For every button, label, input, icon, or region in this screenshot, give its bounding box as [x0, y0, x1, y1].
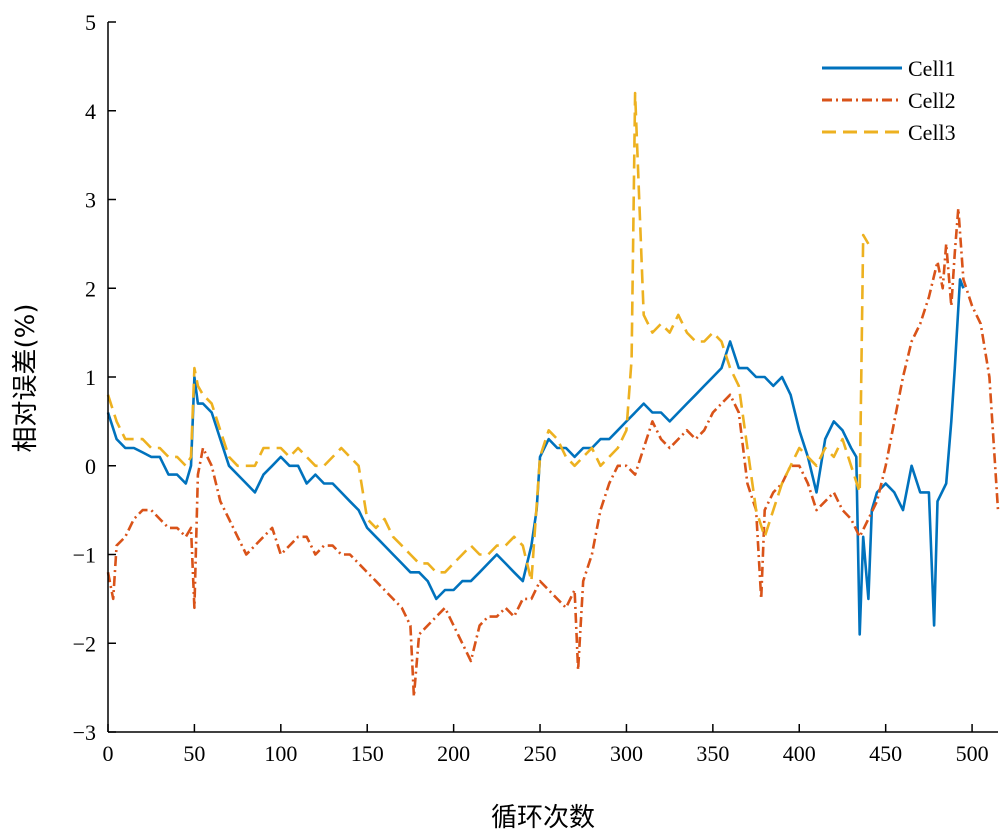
y-tick-label: 2	[85, 276, 96, 301]
x-tick-label: 150	[351, 741, 384, 766]
x-tick-label: 50	[183, 741, 205, 766]
legend-label-cell1: Cell1	[908, 56, 956, 81]
x-tick-label: 400	[783, 741, 816, 766]
y-tick-label: −2	[73, 631, 96, 656]
legend-label-cell2: Cell2	[908, 88, 956, 113]
x-tick-label: 0	[103, 741, 114, 766]
x-tick-label: 250	[524, 741, 557, 766]
x-axis-title: 循环次数	[491, 803, 595, 833]
y-tick-label: −1	[73, 543, 96, 568]
series-line-cell3	[106, 91, 870, 583]
y-tick-label: 1	[85, 365, 96, 390]
ticks: 0 50 100 150 200 250 300 350 400 450 500 −3 −2 −1 0 1 2 3…	[73, 10, 989, 766]
y-tick-label: −3	[73, 720, 96, 745]
y-tick-label: 5	[85, 10, 96, 35]
series-line-cell1	[106, 278, 965, 636]
y-axis-title: 相对误差(%)	[11, 304, 41, 453]
series-line-cell2	[106, 207, 1000, 698]
x-tick-label: 450	[869, 741, 902, 766]
x-tick-label: 100	[264, 741, 297, 766]
y-tick-label: 3	[85, 188, 96, 213]
x-tick-label: 500	[956, 741, 989, 766]
legend: Cell1 Cell2 Cell3	[822, 56, 956, 145]
plot-lines	[106, 91, 1000, 698]
legend-label-cell3: Cell3	[908, 120, 956, 145]
y-tick-label: 4	[85, 99, 96, 124]
y-tick-label: 0	[85, 454, 96, 479]
axes	[107, 22, 998, 733]
x-tick-label: 350	[696, 741, 729, 766]
x-tick-label: 200	[437, 741, 470, 766]
x-tick-label: 300	[610, 741, 643, 766]
